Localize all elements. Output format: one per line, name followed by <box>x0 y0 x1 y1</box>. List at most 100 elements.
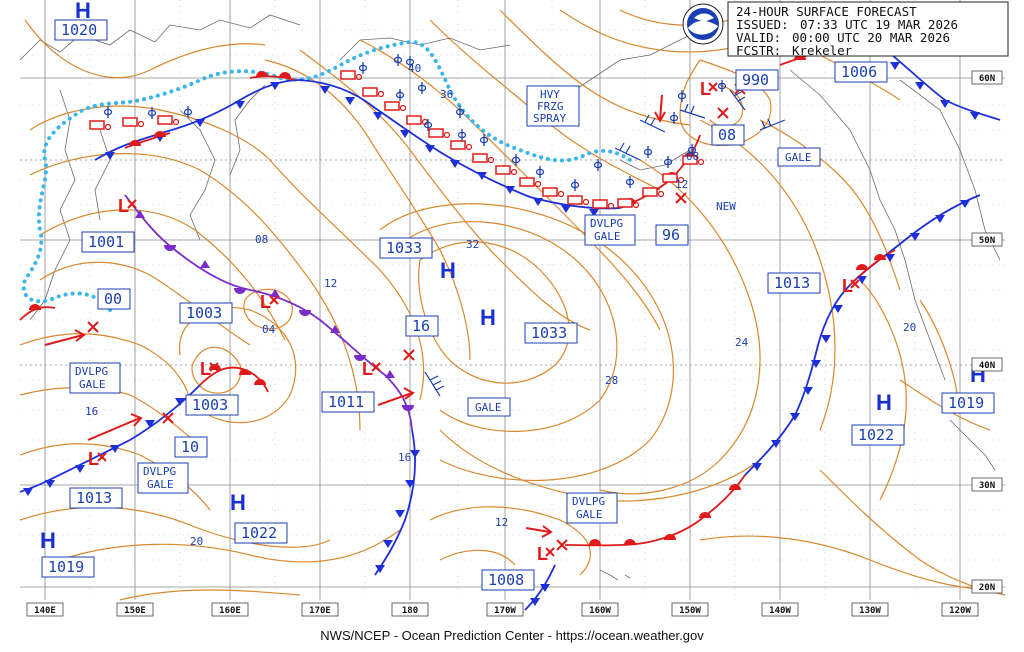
svg-text:FRZG: FRZG <box>537 100 564 113</box>
low-symbol-icon: L <box>537 544 555 564</box>
freezing-spray-marker <box>519 177 542 188</box>
icing-icon <box>717 80 727 92</box>
occluded-front-pip <box>164 245 176 251</box>
svg-text:L: L <box>88 449 99 469</box>
freezing-spray-marker <box>157 115 180 126</box>
svg-text:1003: 1003 <box>192 396 228 414</box>
svg-text:SPRAY: SPRAY <box>533 112 566 125</box>
svg-text:L: L <box>200 359 211 379</box>
svg-text:990: 990 <box>742 71 769 89</box>
svg-text:20N: 20N <box>979 583 995 593</box>
forecast-header: 24-HOUR SURFACE FORECAST ISSUED: 07:33 U… <box>682 1 1009 58</box>
svg-text:1006: 1006 <box>841 63 877 81</box>
svg-text:H: H <box>440 258 456 283</box>
icing-icon <box>457 129 467 141</box>
occluded-front-pip <box>402 405 414 411</box>
header-title: 24-HOUR SURFACE FORECAST <box>736 4 917 19</box>
cold-front-pip <box>790 413 800 421</box>
track-arrow-icon <box>44 329 86 346</box>
high-centers: H 1020 H 1033 H 1033 H 1022 H 1019 H 102… <box>40 0 995 578</box>
svg-text:1022: 1022 <box>241 524 277 542</box>
cold-front-pip <box>821 335 831 343</box>
freezing-spray-marker <box>340 70 363 81</box>
header-forecaster-value: Krekeler <box>792 43 853 58</box>
cold-front-pip <box>405 480 415 488</box>
svg-text:170W: 170W <box>494 606 516 616</box>
cold-front-pip <box>940 100 950 108</box>
occluded-front-pip <box>234 288 246 294</box>
low-center-l7: L 1008 <box>481 544 555 591</box>
header-valid-label: VALID: <box>736 30 781 45</box>
svg-text:1020: 1020 <box>61 21 97 39</box>
cold-front-pip <box>145 420 155 428</box>
occluded-front-pip <box>385 370 395 378</box>
cold-front-pip <box>533 198 543 206</box>
icing-symbols <box>103 54 727 191</box>
track-arrow-icon <box>525 525 553 538</box>
cold-front-pip <box>110 445 120 453</box>
svg-text:150W: 150W <box>679 606 701 616</box>
low-center-l2: L 1003 <box>179 292 279 324</box>
icing-icon <box>669 112 679 124</box>
occluded-front-pip <box>270 289 280 297</box>
freezing-spray-marker <box>642 187 665 198</box>
freezing-spray-marker <box>450 140 473 151</box>
svg-text:1022: 1022 <box>858 426 894 444</box>
svg-text:DVLPG: DVLPG <box>75 365 108 378</box>
isobar-label: 24 <box>735 336 749 349</box>
cold-front-pip <box>410 450 420 458</box>
isobar-label: 40 <box>408 62 421 75</box>
warning-heavy-freezing-spray: HVY FRZG SPRAY <box>526 85 580 127</box>
cold-front-pip <box>910 233 920 241</box>
wind-barb-icon <box>424 371 445 397</box>
cold-front-pip <box>505 186 515 194</box>
freezing-spray-marker <box>592 199 615 210</box>
svg-text:L: L <box>537 544 548 564</box>
warning-gale: GALE <box>467 397 511 417</box>
icing-icon <box>358 62 368 74</box>
high-center-h2: H 1033 <box>379 237 456 283</box>
cold-front-pip <box>885 254 895 262</box>
warm-front-pip <box>729 484 741 490</box>
warm-front-pip <box>239 369 251 375</box>
svg-text:GALE: GALE <box>147 478 174 491</box>
svg-text:1033: 1033 <box>531 324 567 342</box>
svg-text:H: H <box>40 528 56 553</box>
isobar-label: 08 <box>255 233 268 246</box>
latitude-axis: 60N 50N 40N 30N 20N <box>971 70 1003 594</box>
icing-icon <box>393 54 403 66</box>
isobar-label: 28 <box>605 374 618 387</box>
icing-icon <box>663 156 673 168</box>
cold-front-pip <box>175 398 185 406</box>
lon-tick-label: 120W <box>941 602 979 617</box>
icing-icon <box>405 56 415 68</box>
lon-tick-label: 140W <box>761 602 799 617</box>
low-centers: L 1001 L 1003 L 1003 L 1011 L 1013 L 101… <box>69 61 888 591</box>
cold-front-pip <box>195 119 205 127</box>
cold-front-pip <box>857 276 867 284</box>
cold-front-pip <box>75 465 85 473</box>
svg-text:H: H <box>480 305 496 330</box>
svg-text:180: 180 <box>402 606 418 616</box>
wind-barb-icon <box>614 142 641 161</box>
low-center-l9: 1006 <box>834 61 888 83</box>
header-valid-value: 00:00 UTC 20 MAR 2026 <box>792 30 950 45</box>
warm-front-pip <box>154 131 166 137</box>
svg-text:DVLPG: DVLPG <box>143 465 176 478</box>
longitude-axis: 140E 150E 160E 170E 180 170W 160W 150W 140W 130W 1… <box>26 602 979 617</box>
lat-tick-label: 40N <box>971 357 1003 372</box>
isobar-label: 00 <box>104 290 122 308</box>
cold-front-pip <box>803 387 813 395</box>
occluded-front-pip <box>135 210 145 218</box>
icing-icon <box>103 106 113 118</box>
svg-text:1001: 1001 <box>88 233 124 251</box>
track-x-icon <box>556 539 568 551</box>
isobar-labels: 40 36 32 28 24 20 20 16 16 16 12 12 12 1… <box>85 62 916 548</box>
track-x-icon <box>403 349 415 361</box>
header-forecaster-label: FCSTR: <box>736 43 781 58</box>
svg-text:GALE: GALE <box>594 230 621 243</box>
occluded-front-pip <box>299 310 311 316</box>
freezing-spray-marker <box>428 128 451 139</box>
svg-text:1019: 1019 <box>948 394 984 412</box>
